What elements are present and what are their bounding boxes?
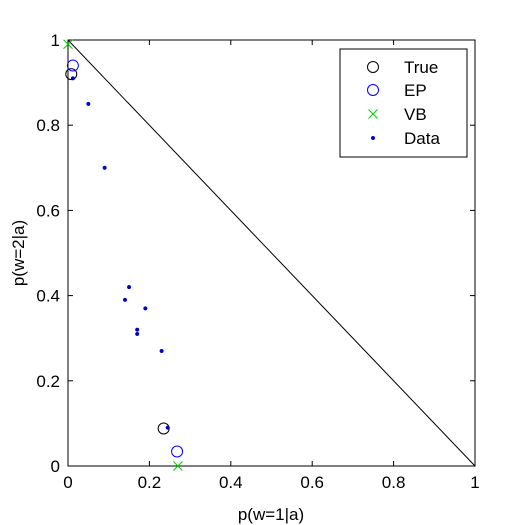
data-point	[102, 165, 107, 170]
y-axis-label: p(w=2|a)	[9, 220, 28, 286]
reference-line-layer	[67, 39, 476, 467]
legend-label-ep: EP	[404, 81, 427, 100]
x-tick-label: 0.8	[382, 473, 406, 492]
legend-marker-ep	[367, 84, 379, 96]
x-tick-label: 0	[63, 473, 72, 492]
y-tick-label: 0.4	[36, 287, 60, 306]
legend-box	[339, 48, 468, 158]
y-tick-label: 1	[51, 31, 60, 50]
vb-point	[63, 39, 73, 50]
data-point	[165, 425, 170, 430]
legend-marker-data	[370, 135, 376, 141]
legend-label-true: True	[404, 58, 438, 77]
legend-label-data: Data	[404, 129, 440, 148]
vb-point	[173, 461, 183, 471]
x-tick-label: 0.6	[300, 473, 324, 492]
legend-markers	[367, 61, 379, 141]
y-tick-label: 0	[51, 457, 60, 476]
legend: True EP VB Data	[339, 48, 468, 158]
data-point	[122, 297, 128, 302]
data-point	[143, 306, 148, 311]
data-point	[70, 76, 75, 81]
y-tick-label: 0.8	[36, 116, 60, 135]
data-point	[135, 331, 140, 336]
data-point	[135, 327, 140, 332]
x-tick-label: 0.2	[138, 473, 162, 492]
y-tick-label: 0.6	[36, 201, 60, 220]
data-point	[159, 348, 164, 354]
data-point	[86, 101, 91, 106]
x-tick-label: 0.4	[219, 473, 243, 492]
data-points	[63, 39, 184, 471]
data-point	[127, 285, 132, 290]
ep-point	[66, 59, 79, 72]
ep-point	[171, 445, 184, 458]
x-axis-label: p(w=1|a)	[238, 505, 304, 524]
y-tick-label: 0.2	[36, 372, 60, 391]
legend-marker-true	[367, 61, 379, 73]
axis-ticks: 0 0.2 0.4 0.6 0.8 1 0 0.2 0.4 0.6 0.8 1	[36, 31, 479, 492]
legend-label-vb: VB	[404, 105, 427, 124]
legend-marker-vb	[368, 109, 378, 119]
reference-line	[67, 39, 476, 467]
x-tick-label: 1	[470, 473, 479, 492]
